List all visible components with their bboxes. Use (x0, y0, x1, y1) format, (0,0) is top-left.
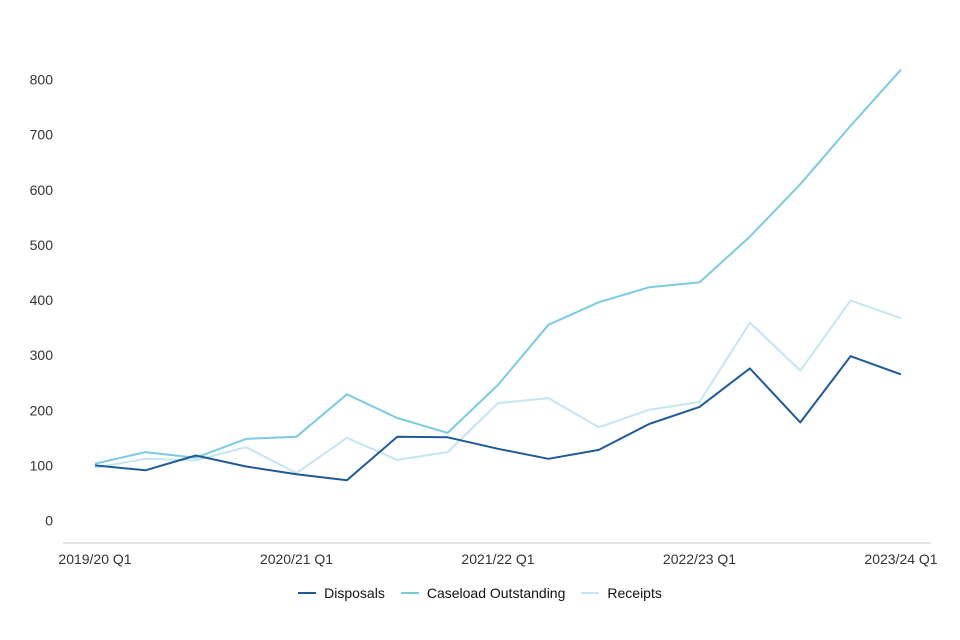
legend-swatch (298, 592, 317, 594)
line-chart: 0 100 200 300 400 500 600 700 800 2019/20 Q1 2020… (30, 68, 938, 567)
legend-label: Caseload Outstanding (426, 585, 566, 601)
x-tick-label: 2022/23 Q1 (663, 551, 736, 567)
legend-item-disposals[interactable]: Disposals (298, 585, 385, 601)
chart-legend: Disposals Caseload Outstanding Receipts (0, 585, 960, 601)
y-tick-label: 0 (45, 513, 53, 529)
y-tick-label: 300 (30, 347, 54, 363)
series-line-disposals (94, 355, 902, 482)
x-tick-label: 2021/22 Q1 (461, 551, 534, 567)
y-tick-label: 200 (30, 402, 54, 418)
x-axis: 2019/20 Q1 2020/21 Q1 2021/22 Q1 2022/23 Q1… (58, 542, 938, 567)
legend-label: Disposals (324, 585, 385, 601)
legend-item-receipts[interactable]: Receipts (581, 585, 662, 601)
legend-swatch (581, 592, 600, 594)
y-tick-label: 400 (30, 292, 54, 308)
legend-swatch (400, 592, 419, 594)
series-layer (94, 68, 902, 482)
y-axis: 0 100 200 300 400 500 600 700 800 (30, 72, 54, 529)
series-line-caseload-outstanding (94, 68, 902, 465)
x-tick-label: 2020/21 Q1 (260, 551, 333, 567)
y-tick-label: 100 (30, 457, 54, 473)
series-line-receipts (94, 299, 902, 475)
x-tick-label: 2019/20 Q1 (58, 551, 131, 567)
y-tick-label: 500 (30, 237, 54, 253)
legend-item-caseload-outstanding[interactable]: Caseload Outstanding (400, 585, 566, 601)
y-tick-label: 600 (30, 182, 54, 198)
y-tick-label: 700 (30, 127, 54, 143)
y-tick-label: 800 (30, 72, 54, 88)
legend-label: Receipts (607, 585, 662, 601)
x-tick-label: 2023/24 Q1 (864, 551, 937, 567)
